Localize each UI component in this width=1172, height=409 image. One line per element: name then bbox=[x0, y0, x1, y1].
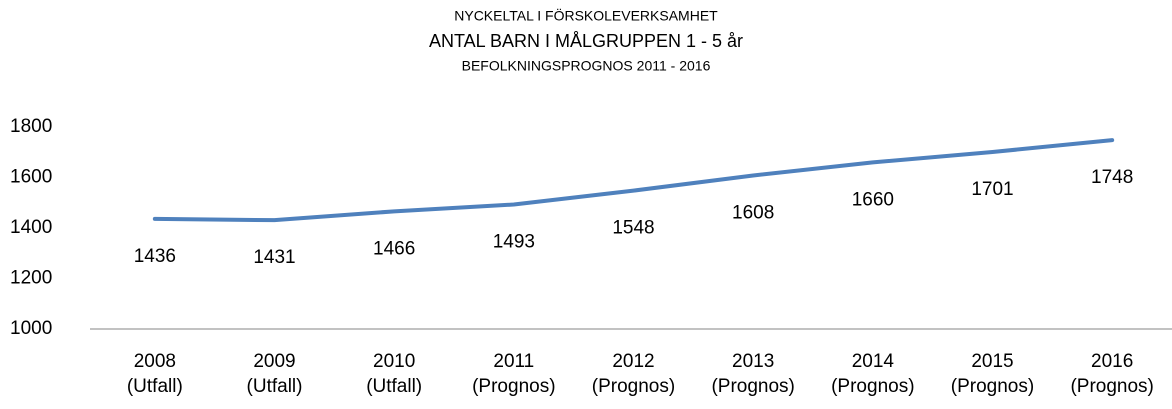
data-label: 1466 bbox=[373, 238, 415, 259]
chart-title: ANTAL BARN I MÅLGRUPPEN 1 - 5 år bbox=[429, 31, 743, 51]
x-tick-label: 2016 bbox=[1091, 351, 1133, 372]
data-label: 1548 bbox=[612, 218, 654, 239]
data-label: 1436 bbox=[134, 246, 176, 267]
x-tick-label: 2008 bbox=[134, 351, 176, 372]
x-tick-label: 2010 bbox=[373, 351, 415, 372]
x-tick-label: (Utfall) bbox=[366, 376, 422, 397]
x-tick-label: 2012 bbox=[612, 351, 654, 372]
data-label: 1431 bbox=[253, 247, 295, 268]
y-tick-label: 1200 bbox=[10, 268, 52, 289]
x-tick-label: (Utfall) bbox=[127, 376, 183, 397]
x-tick-label: (Prognos) bbox=[592, 376, 675, 397]
y-tick-label: 1400 bbox=[10, 217, 52, 238]
x-tick-label: (Prognos) bbox=[711, 376, 794, 397]
x-tick-label: (Utfall) bbox=[247, 376, 303, 397]
x-tick-label: (Prognos) bbox=[951, 376, 1034, 397]
x-tick-label: (Prognos) bbox=[472, 376, 555, 397]
x-tick-label: 2011 bbox=[493, 351, 534, 372]
data-label: 1608 bbox=[732, 202, 774, 223]
x-tick-label: 2014 bbox=[852, 351, 895, 372]
x-tick-label: (Prognos) bbox=[831, 376, 914, 397]
y-tick-label: 1000 bbox=[10, 318, 52, 339]
x-tick-label: 2015 bbox=[971, 351, 1013, 372]
data-label: 1701 bbox=[971, 179, 1013, 200]
data-label: 1493 bbox=[493, 232, 535, 253]
y-tick-label: 1800 bbox=[10, 116, 52, 137]
chart-supertitle: NYCKELTAL I FÖRSKOLEVERKSAMHET bbox=[454, 7, 718, 24]
x-tick-label: (Prognos) bbox=[1070, 376, 1153, 397]
x-tick-label: 2013 bbox=[732, 351, 774, 372]
data-line bbox=[152, 138, 1115, 223]
data-label: 1660 bbox=[852, 189, 894, 210]
x-tick-label: 2009 bbox=[253, 351, 295, 372]
data-label: 1748 bbox=[1091, 167, 1133, 188]
chart-subtitle: BEFOLKNINGSPROGNOS 2011 - 2016 bbox=[462, 58, 711, 74]
y-tick-label: 1600 bbox=[10, 167, 52, 188]
